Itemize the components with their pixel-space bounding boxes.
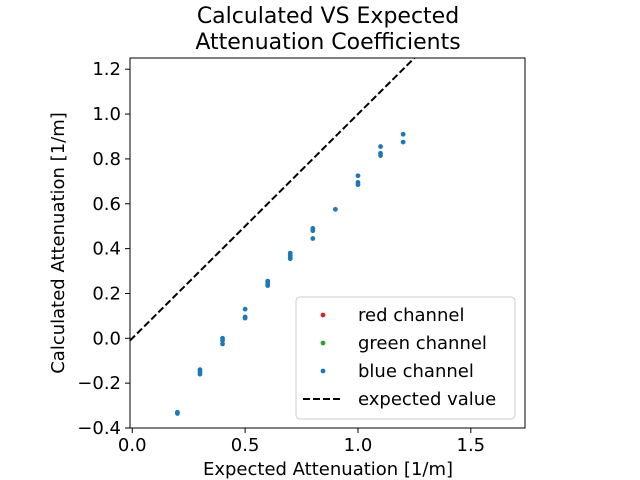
blue-channel-point <box>333 206 338 212</box>
blue-channel-point <box>310 236 316 241</box>
blue-channel-point <box>197 371 203 377</box>
legend-label-blue-channel: blue channel <box>358 361 474 382</box>
legend-frame <box>295 296 516 420</box>
blue-channel-point <box>242 315 248 321</box>
y-tick-label: 0.8 <box>92 149 121 170</box>
blue-channel-point <box>242 306 248 312</box>
legend: red channel green channel blue channel expe… <box>295 296 516 420</box>
y-tick-label: 1.0 <box>92 104 121 125</box>
y-tick-label: −0.4 <box>77 418 121 439</box>
blue-channel-point <box>355 173 361 179</box>
legend-marker-blue-channel <box>320 368 326 374</box>
blue-channel-point <box>265 283 271 289</box>
legend-label-green-channel: green channel <box>358 333 487 354</box>
legend-label-red-channel: red channel <box>358 305 464 326</box>
y-tick-label: 0.0 <box>92 328 121 349</box>
x-axis-label: Expected Attenuation [1/m] <box>203 459 453 480</box>
blue-channel-point <box>378 144 383 149</box>
blue-channel-point <box>287 256 293 262</box>
chart-title: Calculated VS Expected Attenuation Coeff… <box>195 4 460 55</box>
blue-channel-point <box>355 182 361 188</box>
x-axis: 0.0 0.5 1.0 1.5 <box>118 428 485 456</box>
plot-frame <box>129 57 526 429</box>
x-tick-label: 1.0 <box>344 435 373 456</box>
blue-channel-point <box>220 341 225 347</box>
y-tick-label: 0.6 <box>92 194 121 215</box>
blue-channel-point <box>310 228 316 234</box>
blue-channel-point <box>220 338 225 343</box>
x-tick-label: 1.5 <box>457 435 486 456</box>
legend-label-expected-value: expected value <box>358 389 496 410</box>
plot-area <box>130 58 416 416</box>
y-tick-label: 0.4 <box>92 239 121 260</box>
y-tick-label: 1.2 <box>92 59 121 80</box>
blue-channel-point <box>175 411 180 416</box>
blue-channel-point <box>378 153 383 158</box>
blue-channel-point <box>400 131 406 137</box>
y-tick-label: −0.2 <box>77 373 121 394</box>
y-tick-label: 0.2 <box>92 283 121 304</box>
title-line-2: Attenuation Coefficients <box>195 30 460 55</box>
y-axis: −0.4 −0.2 0.0 0.2 0.4 0.6 0.8 1.0 1.2 <box>77 59 130 439</box>
y-axis-label: Calculated Attenuation [1/m] <box>48 112 69 374</box>
blue-channel-point <box>400 139 406 145</box>
legend-marker-red-channel <box>320 312 326 318</box>
x-tick-label: 0.0 <box>118 435 147 456</box>
x-tick-label: 0.5 <box>231 435 260 456</box>
title-line-1: Calculated VS Expected <box>197 4 459 29</box>
expected-value-line <box>130 58 416 342</box>
legend-marker-green-channel <box>320 340 326 346</box>
